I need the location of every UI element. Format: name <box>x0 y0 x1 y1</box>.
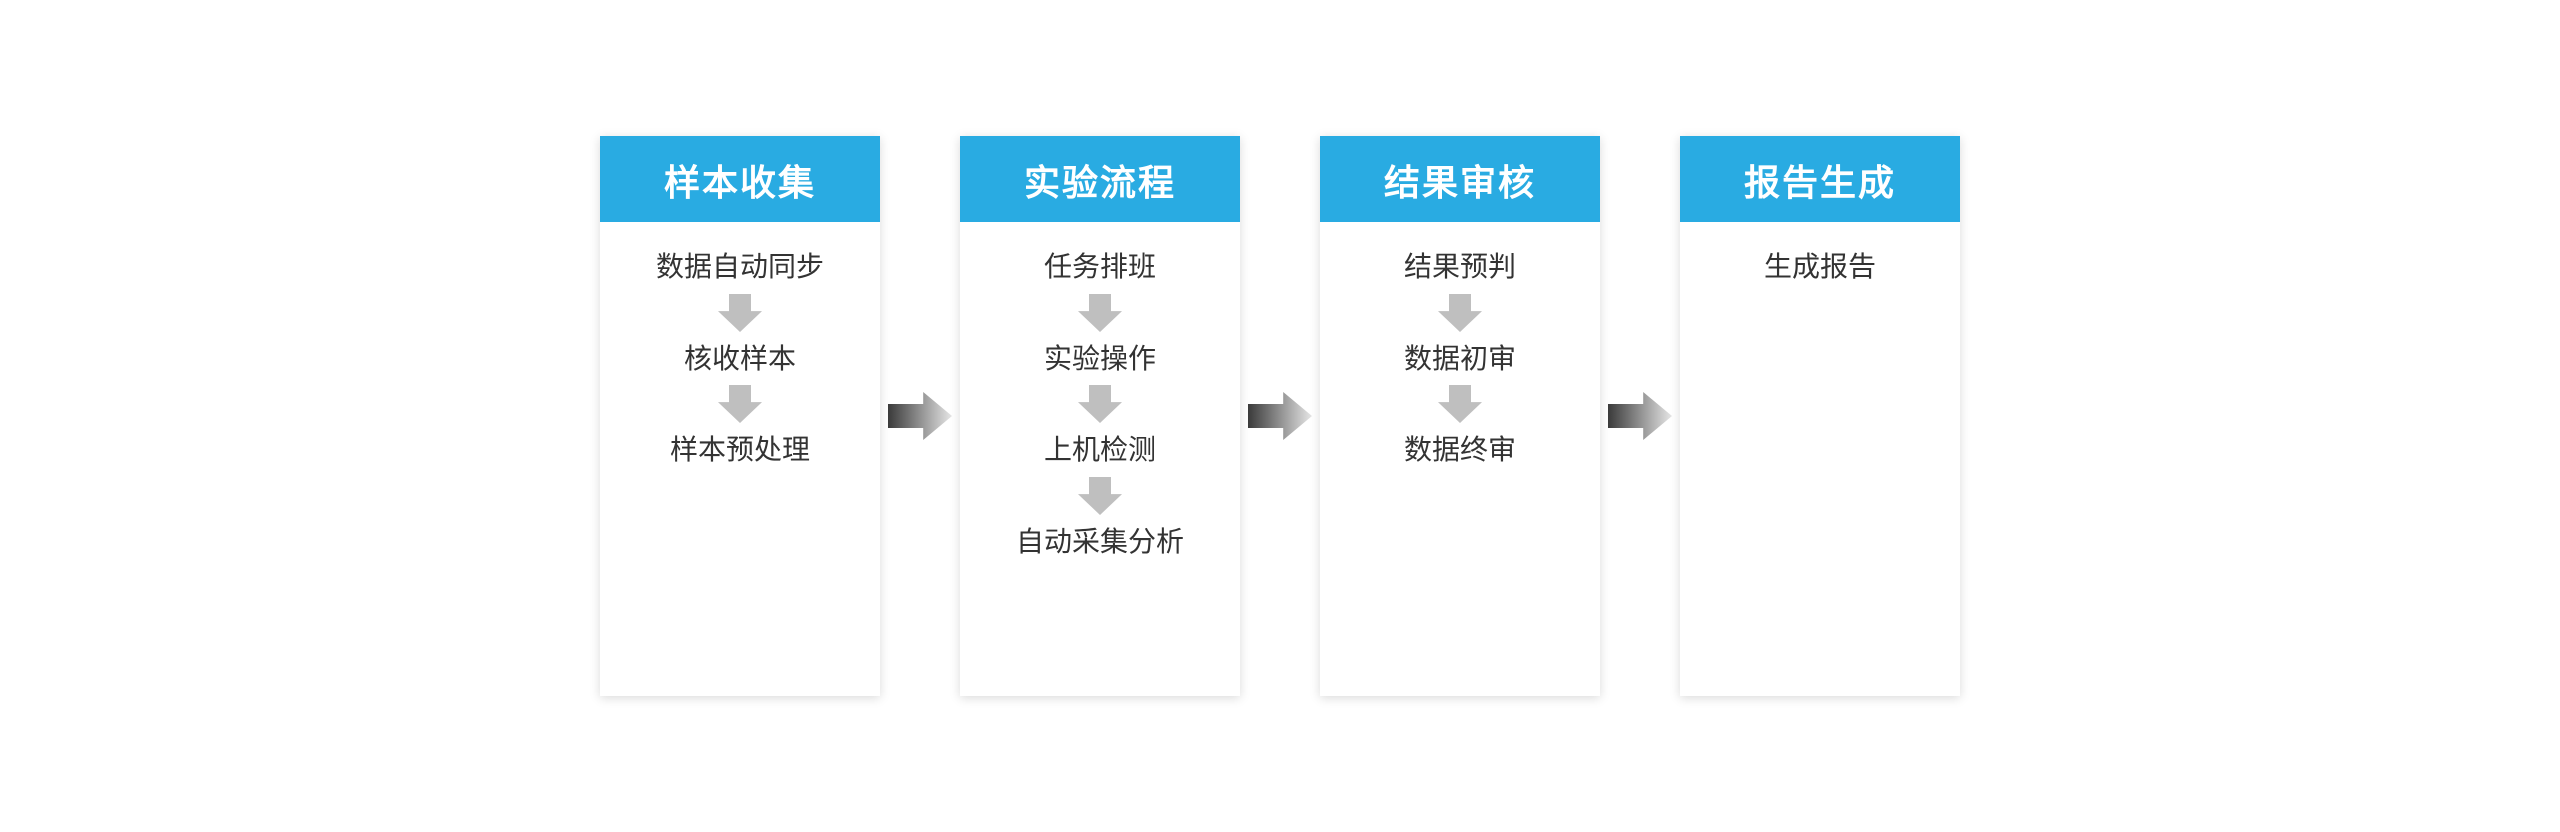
stage-header: 结果审核 <box>1320 136 1600 222</box>
arrow-down-icon <box>718 385 762 423</box>
stage-card: 报告生成生成报告 <box>1680 136 1960 696</box>
step-label: 结果预判 <box>1404 250 1516 284</box>
step-label: 上机检测 <box>1044 433 1156 467</box>
arrow-down-icon <box>1438 294 1482 332</box>
step-label: 数据自动同步 <box>656 250 824 284</box>
arrow-right-icon <box>1600 392 1680 440</box>
step-label: 数据终审 <box>1404 433 1516 467</box>
step-label: 实验操作 <box>1044 342 1156 376</box>
arrow-down-icon <box>1438 385 1482 423</box>
step-label: 任务排班 <box>1044 250 1156 284</box>
stage-card: 样本收集数据自动同步 核收样本 样本预处理 <box>600 136 880 696</box>
arrow-down-icon <box>1078 477 1122 515</box>
stage-header: 实验流程 <box>960 136 1240 222</box>
flowchart-canvas: 样本收集数据自动同步 核收样本 样本预处理 实验流程任务排班 实验操作 上机检测… <box>0 0 2560 832</box>
step-label: 数据初审 <box>1404 342 1516 376</box>
stage-body: 任务排班 实验操作 上机检测 自动采集分析 <box>960 222 1240 696</box>
arrow-right-icon <box>880 392 960 440</box>
stage-card: 实验流程任务排班 实验操作 上机检测 自动采集分析 <box>960 136 1240 696</box>
step-label: 核收样本 <box>684 342 796 376</box>
step-label: 自动采集分析 <box>1016 525 1184 559</box>
stage-header: 报告生成 <box>1680 136 1960 222</box>
stage-body: 生成报告 <box>1680 222 1960 696</box>
stage-body: 结果预判 数据初审 数据终审 <box>1320 222 1600 696</box>
stage-body: 数据自动同步 核收样本 样本预处理 <box>600 222 880 696</box>
stage-card: 结果审核结果预判 数据初审 数据终审 <box>1320 136 1600 696</box>
arrow-down-icon <box>1078 294 1122 332</box>
arrow-right-icon <box>1240 392 1320 440</box>
arrow-down-icon <box>718 294 762 332</box>
step-label: 生成报告 <box>1764 250 1876 284</box>
step-label: 样本预处理 <box>670 433 810 467</box>
arrow-down-icon <box>1078 385 1122 423</box>
flow-row: 样本收集数据自动同步 核收样本 样本预处理 实验流程任务排班 实验操作 上机检测… <box>600 136 1960 696</box>
stage-header: 样本收集 <box>600 136 880 222</box>
